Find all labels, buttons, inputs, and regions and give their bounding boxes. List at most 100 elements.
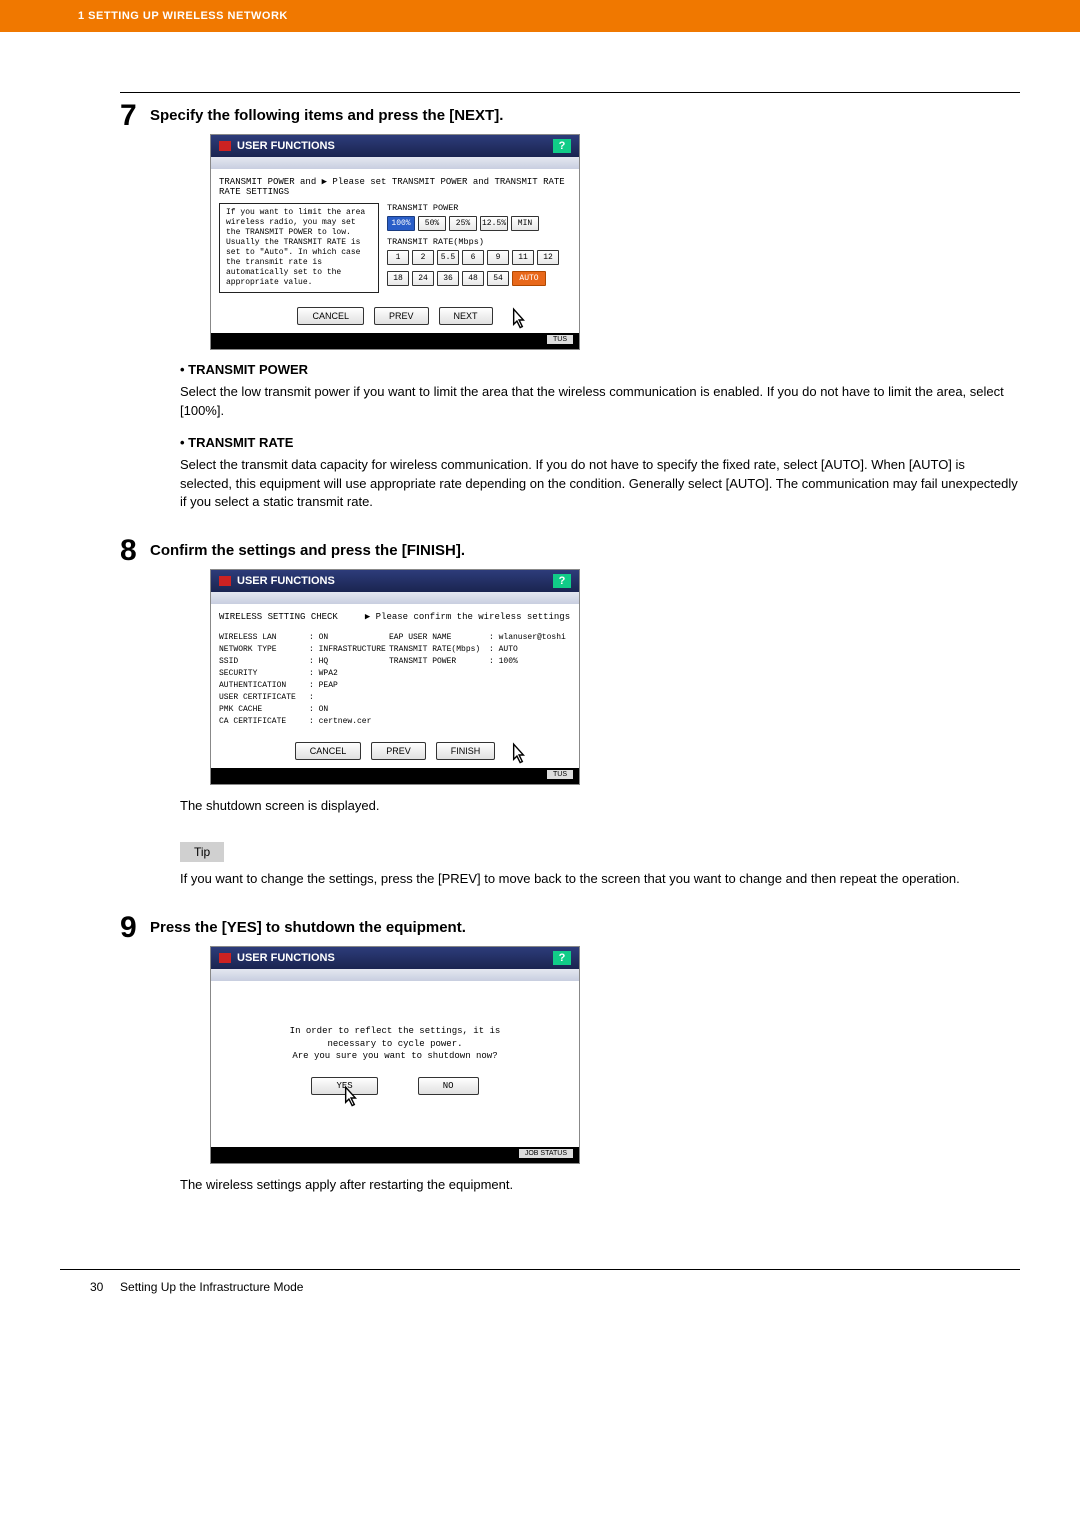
status-label: JOB STATUS (519, 1149, 573, 1158)
status-label: TUS (547, 770, 573, 779)
power-100[interactable]: 100% (387, 216, 415, 231)
separator (120, 92, 1020, 93)
finish-button[interactable]: FINISH (436, 742, 496, 760)
help-icon[interactable]: ? (553, 139, 571, 153)
power-label: TRANSMIT POWER (387, 203, 571, 213)
cursor-next-icon (505, 307, 531, 333)
lbl: NETWORK TYPE (219, 644, 309, 656)
val: : 100% (489, 656, 566, 668)
rate-36[interactable]: 36 (437, 271, 459, 286)
no-button[interactable]: NO (418, 1077, 479, 1095)
val: : ON (309, 632, 389, 644)
rate-2[interactable]: 2 (412, 250, 434, 265)
lbl: TRANSMIT POWER (389, 656, 489, 668)
rate-54[interactable]: 54 (487, 271, 509, 286)
rate-row1: 1 2 5.5 6 9 11 12 (387, 250, 571, 265)
panel-sub (211, 592, 579, 604)
val: : INFRASTRUCTURE (309, 644, 389, 656)
page-footer: 30 Setting Up the Infrastructure Mode (90, 1280, 1020, 1294)
panel-header: USER FUNCTIONS ? (211, 947, 579, 969)
msg3: Are you sure you want to shutdown now? (219, 1050, 571, 1063)
power-bullet-text: Select the low transmit power if you wan… (180, 383, 1020, 421)
status-strip: TUS (211, 333, 579, 349)
power-bullet-title: TRANSMIT POWER (180, 362, 1020, 377)
rate-6[interactable]: 6 (462, 250, 484, 265)
tip-badge: Tip (180, 842, 224, 862)
step-number-9: 9 (120, 913, 150, 1209)
rate-12[interactable]: 12 (537, 250, 559, 265)
val: : WPA2 (309, 668, 389, 680)
page-number: 30 (90, 1280, 103, 1294)
step9-title: Press the [YES] to shutdown the equipmen… (150, 913, 1020, 936)
step8-title: Confirm the settings and press the [FINI… (150, 536, 1020, 559)
lbl: SSID (219, 656, 309, 668)
check-sub: ▶ Please confirm the wireless settings (365, 612, 570, 622)
lbl: CA CERTIFICATE (219, 716, 309, 728)
step-number-7: 7 (120, 101, 150, 526)
step-number-8: 8 (120, 536, 150, 903)
logo-icon (219, 141, 231, 151)
tip-text: If you want to change the settings, pres… (180, 870, 1020, 889)
section-title: 1 SETTING UP WIRELESS NETWORK (78, 10, 288, 22)
panel-footer: CANCEL PREV NEXT (211, 301, 579, 333)
rate-48[interactable]: 48 (462, 271, 484, 286)
panel-sub (211, 157, 579, 169)
panel-header: USER FUNCTIONS ? (211, 135, 579, 157)
logo-icon (219, 953, 231, 963)
check-title: WIRELESS SETTING CHECK (219, 612, 338, 622)
cancel-button[interactable]: CANCEL (297, 307, 364, 325)
rate-1[interactable]: 1 (387, 250, 409, 265)
panel-footer: CANCEL PREV FINISH (211, 736, 579, 768)
power-12[interactable]: 12.5% (480, 216, 508, 231)
rate-row2: 18 24 36 48 54 AUTO (387, 271, 571, 286)
rate-11[interactable]: 11 (512, 250, 534, 265)
bottom-separator (60, 1269, 1020, 1270)
rate-9[interactable]: 9 (487, 250, 509, 265)
panel-title: USER FUNCTIONS (237, 140, 335, 152)
rate-bullet-text: Select the transmit data capacity for wi… (180, 456, 1020, 513)
val: : wlanuser@toshi (489, 632, 566, 644)
prev-button[interactable]: PREV (374, 307, 429, 325)
lbl: SECURITY (219, 668, 309, 680)
lbl: TRANSMIT RATE(Mbps) (389, 644, 489, 656)
msg2: necessary to cycle power. (219, 1038, 571, 1051)
help-icon[interactable]: ? (553, 951, 571, 965)
top-orange-bar: 1 SETTING UP WIRELESS NETWORK (0, 0, 1080, 32)
power-min[interactable]: MIN (511, 216, 539, 231)
power-buttons: 100% 50% 25% 12.5% MIN (387, 216, 571, 231)
rate-auto[interactable]: AUTO (512, 271, 546, 286)
next-button[interactable]: NEXT (439, 307, 493, 325)
val: : certnew.cer (309, 716, 389, 728)
panel-sub (211, 969, 579, 981)
step8-after: The shutdown screen is displayed. (180, 797, 1020, 816)
status-label: TUS (547, 335, 573, 344)
step-8: 8 Confirm the settings and press the [FI… (120, 536, 1020, 903)
info-box: If you want to limit the area wireless r… (219, 203, 379, 293)
power-50[interactable]: 50% (418, 216, 446, 231)
step7-panel: USER FUNCTIONS ? TRANSMIT POWER and ▶ Pl… (210, 134, 580, 350)
rate-5[interactable]: 5.5 (437, 250, 459, 265)
footer-title: Setting Up the Infrastructure Mode (120, 1280, 303, 1294)
help-icon[interactable]: ? (553, 574, 571, 588)
check-grid: WIRELESS LAN NETWORK TYPE SSID SECURITY … (219, 632, 571, 728)
status-strip: JOB STATUS (211, 1147, 579, 1163)
cancel-button[interactable]: CANCEL (295, 742, 362, 760)
panel-header: USER FUNCTIONS ? (211, 570, 579, 592)
val: : AUTO (489, 644, 566, 656)
yes-button[interactable]: YES (311, 1077, 377, 1095)
logo-icon (219, 576, 231, 586)
status-strip: TUS (211, 768, 579, 784)
rate-bullet-title: TRANSMIT RATE (180, 435, 1020, 450)
lbl: USER CERTIFICATE (219, 692, 309, 704)
lbl: PMK CACHE (219, 704, 309, 716)
panel-title: USER FUNCTIONS (237, 952, 335, 964)
val: : PEAP (309, 680, 389, 692)
prev-button[interactable]: PREV (371, 742, 426, 760)
power-25[interactable]: 25% (449, 216, 477, 231)
val: : (309, 692, 389, 704)
rate-label: TRANSMIT RATE(Mbps) (387, 237, 571, 247)
rate-18[interactable]: 18 (387, 271, 409, 286)
cursor-finish-icon (505, 742, 531, 768)
lbl: AUTHENTICATION (219, 680, 309, 692)
rate-24[interactable]: 24 (412, 271, 434, 286)
